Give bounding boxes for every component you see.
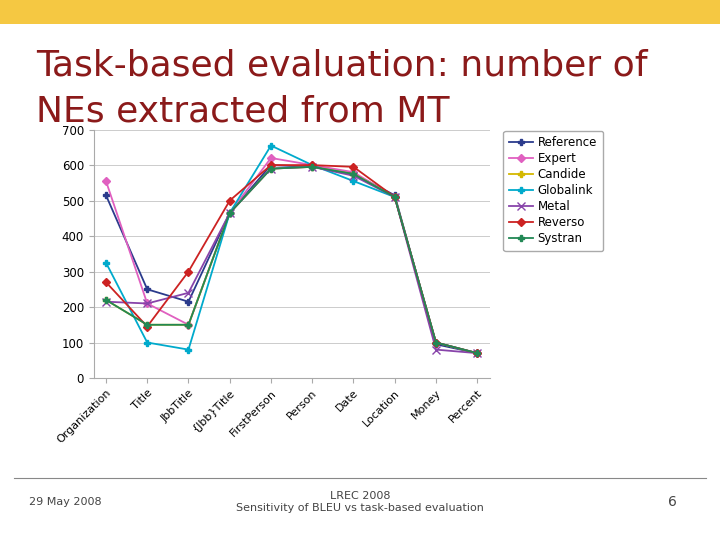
Reverso [184, 268, 193, 275]
Systran [266, 165, 275, 172]
Reverso [349, 164, 358, 170]
Metal [184, 289, 193, 296]
Reference [390, 192, 399, 199]
Reverso [102, 279, 110, 286]
Text: Task-based evaluation: number of: Task-based evaluation: number of [36, 49, 647, 83]
Candide [390, 194, 399, 200]
Candide [349, 171, 358, 177]
Candide [225, 210, 234, 216]
Globalink [143, 339, 151, 346]
Systran [143, 321, 151, 328]
Text: 6: 6 [668, 495, 677, 509]
Globalink [432, 339, 441, 346]
Reference [308, 164, 317, 170]
Expert [266, 155, 275, 161]
Systran [184, 321, 193, 328]
Reverso [225, 197, 234, 204]
Line: Globalink: Globalink [102, 142, 481, 356]
Systran [308, 164, 317, 170]
Metal [349, 172, 358, 179]
Globalink [390, 194, 399, 200]
Systran [349, 171, 358, 177]
Candide [473, 350, 482, 356]
Metal [102, 299, 110, 305]
Expert [349, 169, 358, 176]
Candide [143, 321, 151, 328]
Reverso [308, 162, 317, 168]
Expert [102, 178, 110, 184]
Text: NEs extracted from MT: NEs extracted from MT [36, 94, 449, 129]
Reference [143, 286, 151, 293]
Systran [432, 339, 441, 346]
Globalink [266, 143, 275, 149]
Reference [349, 171, 358, 177]
Line: Metal: Metal [102, 163, 482, 357]
Systran [225, 210, 234, 216]
Candide [432, 339, 441, 346]
Metal [225, 210, 234, 216]
Expert [432, 339, 441, 346]
Reference [184, 299, 193, 305]
Expert [184, 321, 193, 328]
Globalink [184, 346, 193, 353]
Text: LREC 2008
Sensitivity of BLEU vs task-based evaluation: LREC 2008 Sensitivity of BLEU vs task-ba… [236, 491, 484, 513]
Metal [308, 164, 317, 170]
Metal [432, 346, 441, 353]
Line: Candide: Candide [102, 164, 481, 356]
Globalink [225, 210, 234, 216]
Globalink [308, 162, 317, 168]
Expert [473, 350, 482, 356]
Globalink [349, 178, 358, 184]
Reference [225, 210, 234, 216]
Legend: Reference, Expert, Candide, Globalink, Metal, Reverso, Systran: Reference, Expert, Candide, Globalink, M… [503, 131, 603, 251]
Candide [308, 164, 317, 170]
Reverso [266, 162, 275, 168]
Expert [225, 210, 234, 216]
Systran [473, 350, 482, 356]
Reference [473, 350, 482, 356]
Expert [143, 300, 151, 307]
Line: Systran: Systran [102, 164, 481, 356]
Reverso [143, 323, 151, 330]
Reverso [390, 194, 399, 200]
Line: Reference: Reference [102, 161, 481, 356]
Systran [390, 194, 399, 200]
Line: Expert: Expert [103, 155, 480, 356]
Reference [432, 341, 441, 348]
Candide [266, 165, 275, 172]
Reference [266, 162, 275, 168]
Globalink [102, 259, 110, 266]
Candide [184, 321, 193, 328]
Globalink [473, 350, 482, 356]
Systran [102, 296, 110, 303]
Expert [390, 194, 399, 200]
Reverso [473, 350, 482, 356]
Metal [473, 350, 482, 356]
Metal [390, 194, 399, 200]
Metal [143, 300, 151, 307]
Reference [102, 192, 110, 199]
Line: Reverso: Reverso [103, 163, 480, 356]
Candide [102, 296, 110, 303]
Metal [266, 165, 275, 172]
Reverso [432, 339, 441, 346]
Expert [308, 162, 317, 168]
Text: 29 May 2008: 29 May 2008 [29, 497, 102, 507]
